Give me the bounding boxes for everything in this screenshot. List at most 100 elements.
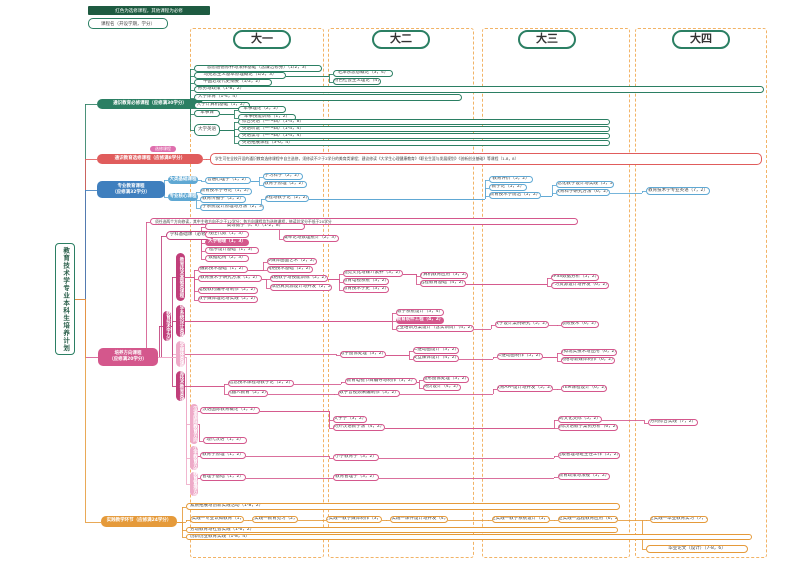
- node-v2[interactable]: 教学系统设计类课程: [176, 305, 185, 337]
- node-ob1[interactable]: 素质拓展与创新实践活动（1-8，2）: [186, 503, 620, 510]
- year-1-header[interactable]: 大一: [233, 30, 291, 49]
- node-p3a[interactable]: 教学系统设计（3，4）: [396, 309, 444, 316]
- node-b3b[interactable]: 教学论（5，2）: [489, 184, 527, 191]
- node-v7[interactable]: 教育管理方向: [190, 472, 198, 496]
- node-g8a[interactable]: 综合英语（一～四）（1-4，8）: [238, 119, 610, 125]
- node-p5f[interactable]: 图形图像处理（3，2）: [423, 376, 469, 383]
- node-tag1[interactable]: 选修课程: [150, 146, 176, 152]
- node-p1r1[interactable]: 多媒体画面艺术（2，2）: [267, 258, 317, 265]
- node-p1d[interactable]: 教学媒体理论与实践（2，2）: [198, 296, 258, 303]
- node-v1[interactable]: 教育技术基础类课程: [176, 253, 185, 301]
- node-g4[interactable]: 形势与政策（1-8，2）: [194, 86, 764, 93]
- node-g8b[interactable]: 英语听说（一～四）（1-4，4）: [238, 126, 610, 132]
- node-p4c[interactable]: 交互媒体设计（4，2）: [413, 355, 459, 362]
- node-p6a[interactable]: 汉语国际教育概论（1，2）: [200, 407, 260, 414]
- node-p1r2[interactable]: 网络技术基础（2，2）: [267, 266, 313, 273]
- node-p5c[interactable]: 教育电视节目编导与制作（3，2）: [345, 378, 417, 385]
- node-p2g[interactable]: 学习资源设计与开发（6，2）: [551, 282, 609, 289]
- node-p2f[interactable]: SPSS数据分析（5，2）: [551, 274, 599, 281]
- node-v4[interactable]: 信息技术教育类课程: [176, 371, 185, 401]
- node-g1[interactable]: 思想道德修养与法律基础（含廉洁修身）（1/2，3）: [194, 65, 322, 72]
- node-p5h[interactable]: 教育APP设计与开发（5，2）: [497, 385, 553, 392]
- node-g5[interactable]: 大学体育（1-4，4）: [194, 94, 462, 101]
- node-p7a[interactable]: 教育学原理（1，2）: [200, 452, 246, 459]
- node-p6d[interactable]: 对外汉语教学法（4，2）: [333, 424, 385, 431]
- node-b2a[interactable]: 教育技术学导论（1，2）: [200, 188, 252, 195]
- node-p8b[interactable]: 教育管理学（3，2）: [333, 474, 379, 481]
- node-b1a[interactable]: 普通心理学（1，2）: [205, 177, 251, 184]
- node-b2c1[interactable]: 课程与教学论（2，2）: [265, 195, 309, 202]
- node-b3a[interactable]: 教育评价（5，2）: [489, 176, 533, 183]
- node-p6b[interactable]: 现代汉语（1，2）: [203, 437, 247, 444]
- node-b3e[interactable]: 教育科学研究方法（6，2）: [556, 189, 610, 196]
- node-p3e[interactable]: 绩效技术（6，2）: [561, 321, 599, 328]
- node-pr1a[interactable]: 概率论与数理统计（2，3）: [283, 235, 339, 242]
- node-pr2[interactable]: 线性代数（1，3）: [205, 231, 249, 238]
- node-ob2[interactable]: 劳动教育与社会实践（1-6，2）: [186, 527, 618, 533]
- node-pr5[interactable]: 数据结构（2，3）: [205, 255, 249, 262]
- node-p3c[interactable]: 企业培训方案设计（含实训周）（4，2）: [396, 325, 474, 332]
- root-node[interactable]: 教育技术学专业本科生培养计划: [55, 243, 75, 355]
- node-g2[interactable]: 马克思主义基本原理概论（1/2，3）: [194, 72, 286, 79]
- node-r1[interactable]: 学生可在全校开设的通识教育选修课程中自主选修，须修读不少于2学分的美育类课程；建…: [210, 153, 762, 165]
- node-p1a[interactable]: 摄影技术基础（1，2）: [198, 266, 248, 273]
- year-2-header[interactable]: 大二: [372, 30, 430, 49]
- node-o3[interactable]: 专业实践—教学媒体制作（3，2）: [326, 516, 382, 523]
- node-p4e[interactable]: 虚拟现实技术与应用（6，2）: [561, 349, 617, 356]
- node-o7[interactable]: 专业实践—毕业教育实习（7，2）: [650, 516, 708, 523]
- node-g8[interactable]: 大学英语: [194, 124, 220, 136]
- node-p6c[interactable]: 文字学（3，2）: [333, 416, 367, 423]
- node-g10[interactable]: 中国特色社会主义理论（4，3）: [333, 78, 381, 85]
- node-p9[interactable]: 方向综合实践（7，2）: [648, 419, 698, 426]
- node-p2a[interactable]: 视觉文化与媒介素养（3，2）: [343, 270, 403, 277]
- node-b2c[interactable]: 教学系统设计原理与方法（2，3）: [200, 204, 264, 211]
- node-g7[interactable]: 军事课: [194, 110, 220, 117]
- node-v6[interactable]: 小学教育方向: [190, 446, 198, 470]
- node-b3c[interactable]: 教育技术学前沿（5，2）: [489, 192, 541, 199]
- node-p4d[interactable]: 三维动画制作（5，2）: [497, 353, 543, 360]
- node-p1r4[interactable]: 虚拟仿真资源设计与开发（2，2）: [270, 284, 332, 291]
- node-b1a1[interactable]: 学习科学（2，2）: [263, 173, 303, 180]
- node-p4b[interactable]: 二维动画设计（3，2）: [413, 347, 459, 354]
- node-o6[interactable]: 专业实践—远程教育应用（6，2）: [558, 516, 618, 523]
- node-p3b[interactable]: 教育软件工程（4，2）: [396, 317, 444, 324]
- node-br1[interactable]: 通识教育必修课程（应修满30学分）: [97, 99, 203, 109]
- node-b1a2[interactable]: 教育学原理（2，2）: [263, 181, 307, 188]
- year-3-header[interactable]: 大三: [518, 30, 576, 49]
- node-p7b[interactable]: 小学教育学（3，2）: [333, 454, 379, 461]
- node-v3[interactable]: 数字媒体类课程: [176, 341, 185, 367]
- node-br3[interactable]: 专业教育课程 （应修满32学分）: [97, 181, 165, 198]
- node-p5b[interactable]: 机器人教育（2，2）: [228, 390, 268, 397]
- node-p8c[interactable]: 教育政策与法规（5，2）: [558, 473, 610, 480]
- node-p5e[interactable]: 数字音视频采编制作（3，2）: [338, 390, 400, 397]
- node-p5i[interactable]: STEM课程设计（6，2）: [561, 385, 607, 392]
- node-p6f[interactable]: 国际汉语教学案例分析（6，2）: [558, 424, 618, 431]
- node-p2e[interactable]: 远程教育基础（4，2）: [420, 280, 466, 287]
- node-p2d[interactable]: 计算机教育应用（3，2）: [420, 272, 468, 279]
- node-p1c[interactable]: 电视教材编导与制作（2，2）: [198, 287, 258, 294]
- node-p7c[interactable]: 班级管理与班主任工作（5，2）: [558, 452, 620, 459]
- node-o2[interactable]: 专业实践—教育见习（2，2）: [252, 516, 298, 523]
- node-p1r3[interactable]: 微格教学与技能训练（2，2）: [270, 275, 328, 282]
- node-g7a[interactable]: 军事理论（2，2）: [238, 106, 286, 113]
- node-b4[interactable]: 教育技术学专业英语（7，2）: [646, 187, 710, 195]
- node-p8a[interactable]: 管理学基础（1，2）: [200, 474, 246, 481]
- node-br2[interactable]: 通识教育选修课程（应修满8学分）: [97, 154, 203, 164]
- node-v5[interactable]: 汉语国际教育方向: [190, 404, 198, 444]
- node-pr1[interactable]: 高等数学（Ⅰ、Ⅱ）（1-2，8）: [205, 223, 305, 230]
- node-ob3[interactable]: 创新创业教育实践（1-8，4）: [186, 534, 752, 540]
- node-g3[interactable]: 中国近现代史纲要（1/2，2）: [194, 79, 272, 86]
- node-b2[interactable]: 专业核心课程: [168, 193, 198, 201]
- node-p1b[interactable]: 教育技术学研究方法（1，2）: [198, 275, 262, 282]
- node-o5[interactable]: 专业实践—教学系统设计（5，2）: [492, 516, 550, 523]
- node-p3d[interactable]: 教学设计案例研究（5，2）: [495, 321, 549, 328]
- node-p2c[interactable]: 教育技术学史（3，2）: [343, 286, 389, 293]
- node-pnote[interactable]: 须任选两个方向修读，其中主修方向不少于12学分；各方向课程均为选修课程，修读总学…: [150, 218, 578, 225]
- node-p5g[interactable]: 网页设计（4，2）: [423, 384, 461, 391]
- node-vc[interactable]: 教育技术学方向: [163, 311, 171, 341]
- node-g8c[interactable]: 英语读写（一～四）（1-4，4）: [238, 133, 610, 139]
- node-br4[interactable]: 培养方向课程 （应修满20学分）: [98, 348, 158, 366]
- year-4-header[interactable]: 大四: [672, 30, 730, 49]
- node-g6[interactable]: 大学计算机基础（1，2）: [194, 102, 250, 109]
- node-pr3[interactable]: 大学物理（1，3）: [205, 239, 249, 246]
